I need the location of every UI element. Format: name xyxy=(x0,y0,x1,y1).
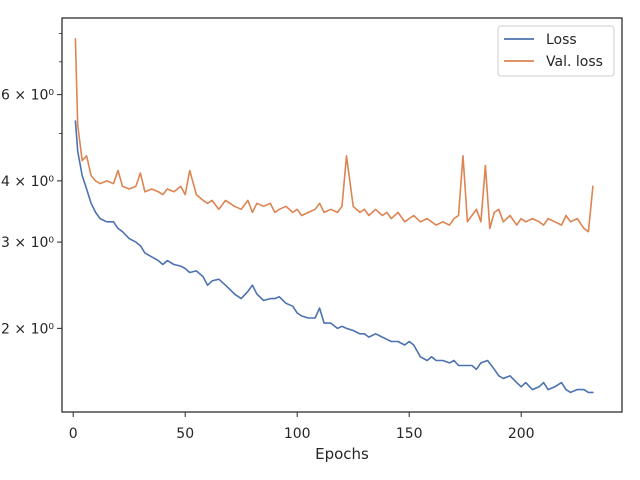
plot-frame xyxy=(61,17,623,413)
x-axis-title: Epochs xyxy=(315,445,369,463)
x-tick-label: 0 xyxy=(69,426,78,442)
y-tick-label: 6 × 10⁰ xyxy=(1,88,54,104)
x-tick-label: 200 xyxy=(508,426,535,442)
series-line-0 xyxy=(74,120,594,394)
y-tick-label: 3 × 10⁰ xyxy=(1,235,54,251)
plot-lines xyxy=(74,37,594,394)
legend-label-0: Loss xyxy=(546,32,577,48)
legend: Loss Val. loss xyxy=(497,25,615,77)
y-tick-label: 2 × 10⁰ xyxy=(1,321,54,337)
x-axis: 0 50 100 150 200 xyxy=(69,412,535,442)
y-axis: 2 × 10⁰ 3 × 10⁰ 4 × 10⁰ 6 × 10⁰ xyxy=(1,32,62,337)
legend-label-1: Val. loss xyxy=(546,54,603,70)
x-tick-label: 100 xyxy=(284,426,311,442)
series-line-1 xyxy=(74,37,594,233)
x-tick-label: 50 xyxy=(176,426,194,442)
x-tick-label: 150 xyxy=(396,426,423,442)
y-tick-label: 4 × 10⁰ xyxy=(1,174,54,190)
